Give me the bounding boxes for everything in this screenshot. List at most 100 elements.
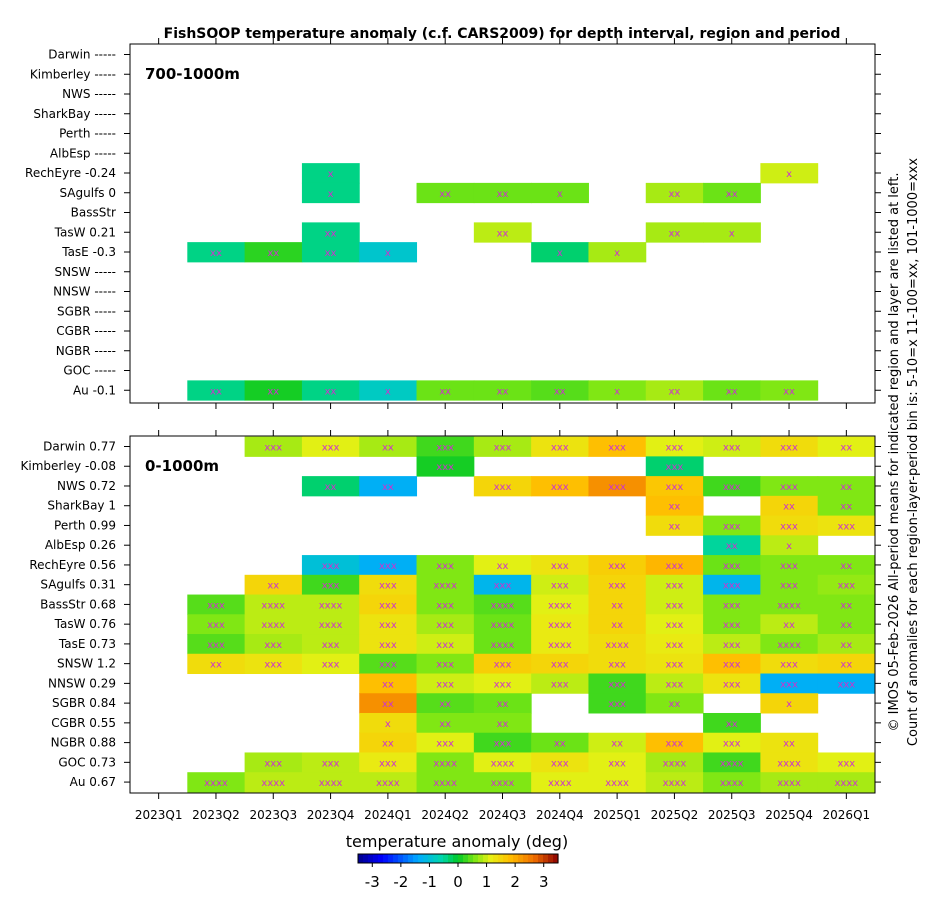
cell-count-label: xxx bbox=[551, 443, 569, 454]
cell-count-label: xxx bbox=[780, 581, 798, 592]
row-label: NGBR 0.88 bbox=[51, 736, 116, 750]
cell-count-label: xxxx bbox=[319, 778, 343, 789]
cell-count-label: xx bbox=[669, 699, 681, 710]
row-label: Kimberley ----- bbox=[30, 67, 116, 81]
cell-count-label: xx bbox=[783, 502, 795, 513]
cell-count-label: xxx bbox=[436, 679, 454, 690]
colorbar-swatch bbox=[528, 854, 534, 863]
heat-cell bbox=[416, 614, 475, 635]
cell-count-label: x bbox=[614, 386, 620, 397]
cell-count-label: x bbox=[729, 228, 735, 239]
heat-cell bbox=[301, 242, 360, 263]
cell-count-label: xxx bbox=[723, 482, 741, 493]
cell-count-label: xxx bbox=[608, 679, 626, 690]
colorbar-tick-label: 2 bbox=[510, 873, 520, 891]
heat-cell bbox=[588, 555, 647, 576]
heat-cell bbox=[645, 436, 704, 457]
cell-count-label: xxx bbox=[551, 660, 569, 671]
cell-count-label: x bbox=[786, 699, 792, 710]
colorbar-swatch bbox=[538, 854, 544, 863]
heat-cell bbox=[645, 653, 704, 675]
cell-count-label: xxxx bbox=[777, 758, 801, 769]
cell-count-label: xx bbox=[497, 561, 509, 572]
panel-700-1000m: Darwin ----- Kimberley ----- NWS ----- Shar… bbox=[25, 38, 881, 409]
cell-count-label: xx bbox=[325, 482, 337, 493]
row-label: SGBR 0.84 bbox=[52, 696, 116, 710]
cell-count-label: xx bbox=[554, 386, 566, 397]
cell-count-label: xxx bbox=[723, 561, 741, 572]
cell-count-label: xxx bbox=[723, 521, 741, 532]
cell-count-label: xxx bbox=[322, 640, 340, 651]
heat-cell bbox=[645, 495, 704, 517]
cell-count-label: xx bbox=[840, 640, 852, 651]
colorbar-swatch bbox=[403, 854, 409, 863]
colorbar-tick-label: -3 bbox=[365, 873, 380, 891]
heat-cell bbox=[359, 752, 418, 773]
cell-count-label: xxx bbox=[207, 640, 225, 651]
heat-cell bbox=[473, 380, 532, 401]
colorbar-swatch bbox=[363, 854, 369, 863]
cell-count-label: xx bbox=[382, 699, 394, 710]
cell-count-label: xx bbox=[439, 699, 451, 710]
row-label: BassStr bbox=[71, 206, 116, 220]
row-label: NWS 0.72 bbox=[57, 479, 116, 493]
heat-cell bbox=[416, 574, 475, 596]
cell-count-label: xxx bbox=[264, 660, 282, 671]
colorbar-swatch bbox=[408, 854, 414, 863]
cell-count-label: x bbox=[557, 248, 563, 259]
heat-cell bbox=[760, 515, 819, 536]
cell-count-label: xx bbox=[669, 386, 681, 397]
cell-count-label: xxx bbox=[608, 699, 626, 710]
colorbar: -3 -2 -1 0 1 2 3 bbox=[357, 853, 559, 891]
cell-count-label: xxx bbox=[551, 581, 569, 592]
cell-count-label: xxx bbox=[436, 462, 454, 473]
heat-cell bbox=[703, 476, 761, 497]
colorbar-swatch bbox=[358, 854, 364, 863]
cell-count-label: xxx bbox=[379, 640, 397, 651]
heat-cell bbox=[416, 456, 475, 477]
cell-count-label: xxx bbox=[723, 640, 741, 651]
cell-count-label: xx bbox=[497, 189, 509, 200]
row-label: NGBR ----- bbox=[56, 344, 116, 358]
cell-count-label: xxx bbox=[723, 739, 741, 750]
row-label: SGBR ----- bbox=[57, 304, 116, 318]
cell-count-label: xx bbox=[726, 386, 738, 397]
colorbar-swatch bbox=[473, 854, 479, 863]
heat-cell bbox=[760, 436, 819, 457]
colorbar-tick-label: -2 bbox=[393, 873, 408, 891]
cell-count-label: xxxx bbox=[605, 778, 629, 789]
heat-cell bbox=[760, 752, 819, 773]
side-note-2: Count of anomalies for each region-layer… bbox=[906, 158, 921, 746]
cell-count-label: xxx bbox=[666, 640, 684, 651]
heat-cell bbox=[416, 436, 475, 457]
heat-cell bbox=[416, 653, 475, 675]
cell-count-label: xxx bbox=[436, 640, 454, 651]
colorbar-swatch bbox=[448, 854, 454, 863]
heat-cell bbox=[817, 555, 876, 576]
heat-cell bbox=[416, 673, 475, 694]
colorbar-swatch bbox=[513, 854, 519, 863]
cell-count-label: xxxx bbox=[491, 640, 515, 651]
row-label: Au 0.67 bbox=[70, 775, 116, 789]
cell-count-label: xxx bbox=[322, 443, 340, 454]
heat-cell bbox=[473, 712, 532, 734]
row-label: Perth 0.99 bbox=[54, 518, 116, 532]
cell-count-label: xxx bbox=[494, 443, 512, 454]
colorbar-swatch bbox=[373, 854, 379, 863]
cell-count-label: xxx bbox=[379, 620, 397, 631]
heat-cell bbox=[645, 594, 704, 615]
row-label: SNSW 1.2 bbox=[57, 657, 116, 671]
x-tick-label: 2025Q2 bbox=[651, 808, 699, 822]
heat-cell bbox=[588, 673, 647, 694]
cell-count-label: xx bbox=[669, 521, 681, 532]
heat-cell bbox=[473, 693, 532, 714]
heat-cell bbox=[187, 772, 246, 793]
heat-cell bbox=[359, 380, 418, 401]
heat-cell bbox=[301, 752, 360, 773]
heat-cell bbox=[473, 476, 532, 497]
cell-count-label: xx bbox=[497, 386, 509, 397]
cell-count-label: xx bbox=[669, 189, 681, 200]
heat-cell bbox=[703, 594, 761, 615]
cell-count-label: xxx bbox=[322, 561, 340, 572]
heat-cell bbox=[645, 772, 704, 793]
